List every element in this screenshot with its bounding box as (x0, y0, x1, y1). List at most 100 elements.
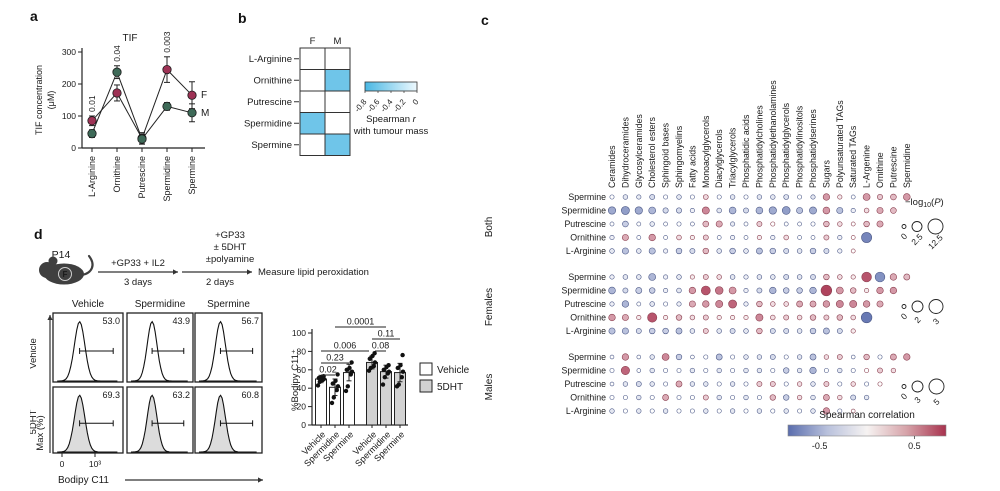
significance-label: 0.006 (334, 341, 357, 351)
row-label: Ornithine (253, 75, 292, 86)
dot (661, 353, 670, 361)
dot (689, 207, 695, 214)
colorbar-tick-label: 0 (411, 97, 421, 107)
data-point (87, 129, 97, 139)
scatter-point (382, 374, 387, 380)
dot (675, 380, 683, 388)
dot (716, 235, 722, 240)
colorbar-tick-label: -0.5 (812, 441, 828, 451)
dot (743, 274, 749, 280)
dot (702, 328, 709, 334)
dot (716, 207, 722, 214)
dot (903, 353, 911, 361)
dot (783, 301, 789, 307)
dot (809, 314, 817, 321)
dot (770, 301, 776, 307)
scatter-point (372, 360, 378, 365)
dot (702, 247, 709, 255)
dot (797, 221, 802, 227)
series-line (141, 69, 168, 139)
data-point (137, 134, 147, 144)
dot (676, 234, 682, 241)
dot (809, 327, 817, 335)
row-label: Spermidine (562, 366, 607, 376)
dot (636, 248, 642, 254)
scatter-point (315, 383, 321, 388)
dot (810, 235, 816, 240)
dot (621, 353, 629, 361)
dot (621, 234, 629, 241)
dot (783, 221, 789, 227)
dot (715, 353, 723, 361)
dot (609, 354, 615, 360)
dot (876, 300, 884, 308)
dot (636, 301, 642, 307)
dot (609, 221, 615, 227)
dot (756, 395, 762, 400)
dot (675, 314, 683, 321)
dot (716, 367, 722, 374)
dot (636, 221, 642, 227)
histogram-curve (57, 320, 118, 382)
dot (756, 247, 763, 255)
series-line (116, 71, 143, 140)
bar (380, 371, 392, 426)
scatter-point (386, 369, 392, 374)
dot (810, 194, 816, 200)
row-label: Ornithine (570, 393, 606, 403)
dot (743, 394, 749, 401)
gate-percentage: 60.8 (241, 390, 259, 400)
dot (649, 395, 655, 400)
heatmap-cell (324, 112, 351, 135)
dot (850, 368, 856, 373)
panel-d-label: d (34, 226, 43, 242)
dot (689, 408, 695, 414)
column-label: Glycosylceramides (634, 114, 644, 188)
row-label: Spermine (251, 140, 292, 151)
dot (743, 367, 749, 374)
data-point (112, 88, 122, 98)
row-label: Putrescine (247, 97, 292, 108)
dot (730, 395, 736, 400)
size-legend-label: 0 (899, 231, 910, 242)
dot (689, 367, 696, 374)
dot (715, 300, 724, 308)
panel-b-heatmap: F M L-Arginine Ornithine Putrescine Spermidin… (244, 36, 429, 156)
legend-label: Vehicle (437, 365, 470, 376)
dot (823, 327, 830, 335)
scatter-point (334, 387, 339, 393)
size-legend-circle (901, 224, 907, 229)
dot (728, 206, 737, 215)
column-label: Cholesterol esters (647, 117, 657, 188)
colorbar-caption: with tumour mass (353, 126, 429, 137)
dot (675, 247, 683, 255)
bodipy-axis-arrow-head (258, 477, 263, 483)
y-tick-label: 200 (62, 79, 76, 89)
dot (850, 328, 856, 334)
y-axis-label: TIF concentration (34, 65, 44, 135)
dot (716, 381, 722, 387)
size-legend-label: 2 (912, 314, 923, 325)
size-legend-circle (928, 378, 945, 395)
dot (850, 287, 857, 294)
dot (636, 408, 642, 414)
colorbar (364, 81, 418, 92)
data-point (87, 116, 97, 126)
dot (690, 354, 695, 360)
dot (877, 194, 883, 200)
dot (810, 408, 816, 414)
scatter-point (331, 395, 336, 400)
dot (620, 366, 630, 375)
histogram-curve (130, 394, 188, 453)
size-legend-title: −log10(P) (905, 197, 944, 209)
dot (850, 314, 856, 321)
dot (836, 207, 844, 214)
dot (783, 381, 789, 387)
dot (730, 354, 736, 360)
dot (676, 408, 682, 414)
dot (756, 367, 763, 374)
column-label: Putrescine (888, 146, 898, 188)
dot (649, 327, 656, 335)
dot (823, 368, 829, 373)
dot (861, 271, 872, 283)
